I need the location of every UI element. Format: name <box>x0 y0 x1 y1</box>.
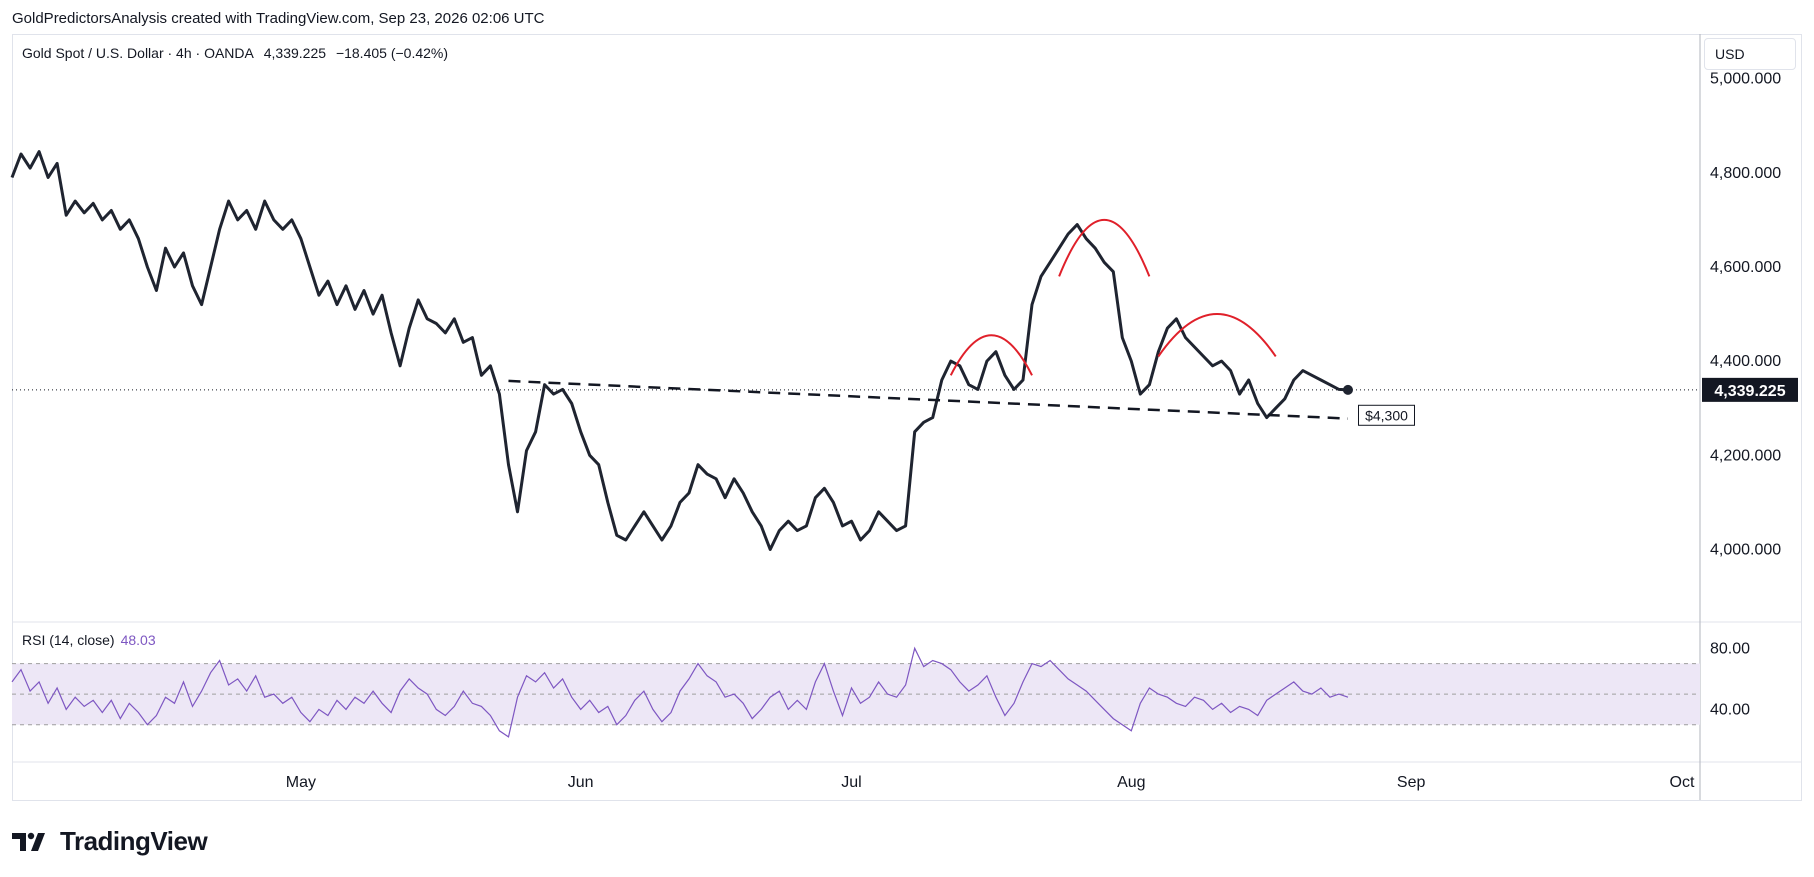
price-layer <box>10 150 1700 551</box>
last-price-dot <box>1342 384 1353 395</box>
time-tick-label: Jul <box>841 774 861 791</box>
last-price-tag-label: 4,339.225 <box>1714 383 1785 400</box>
left-shoulder-arc <box>949 334 1033 376</box>
rsi-line <box>11 646 1349 738</box>
tradingview-logo[interactable]: TradingView <box>12 826 208 857</box>
symbol-legend[interactable]: Gold Spot / U.S. Dollar · 4h · OANDA 4,3… <box>22 45 454 61</box>
rsi-value: 48.03 <box>120 632 156 648</box>
axis-layer: 5,000.000 4,800.000 4,600.000 4,400.000 4,20… <box>286 71 1798 791</box>
price-tick-label: 5,000.000 <box>1710 71 1781 88</box>
price-tick-label: 4,400.000 <box>1710 353 1781 370</box>
price-tick-label: 4,000.000 <box>1710 541 1781 558</box>
time-tick-label: Jun <box>568 774 594 791</box>
right-shoulder-arc <box>1157 313 1277 358</box>
last-price-value: 4,339.225 <box>263 45 327 61</box>
trendline-label-box <box>1357 404 1415 426</box>
rsi-tick-label: 80.00 <box>1710 640 1750 657</box>
rsi-legend[interactable]: RSI (14, close) 48.03 <box>22 632 156 648</box>
price-line <box>10 150 1349 551</box>
neckline <box>508 379 1349 420</box>
currency-selector[interactable]: USD <box>1704 38 1796 70</box>
price-tick-label: 4,600.000 <box>1710 259 1781 276</box>
trendline-label: $4,300 <box>1365 407 1408 423</box>
rsi-label: RSI (14, close) <box>22 632 115 648</box>
symbol-name: Gold Spot / U.S. Dollar · 4h · OANDA <box>22 45 254 61</box>
tradingview-logo-icon <box>12 832 45 851</box>
brand-name: TradingView <box>60 826 208 856</box>
time-tick-label: Sep <box>1397 774 1426 791</box>
pattern-layer: $4,300 <box>508 218 1415 426</box>
price-tick-label: 4,800.000 <box>1710 165 1781 182</box>
last-price-tag <box>1702 377 1798 402</box>
time-tick-label: Oct <box>1670 774 1695 791</box>
chart-frame <box>12 34 1802 801</box>
rsi-tick-label: 40.00 <box>1710 701 1750 718</box>
time-tick-label: Aug <box>1117 774 1145 791</box>
chart-attribution: GoldPredictorsAnalysis created with Trad… <box>12 10 545 27</box>
price-tick-label: 4,200.000 <box>1710 447 1781 464</box>
time-tick-label: May <box>286 774 316 791</box>
rsi-layer <box>11 646 1700 738</box>
price-change: −18.405 (−0.42%) <box>335 45 449 61</box>
head-arc <box>1058 218 1151 277</box>
